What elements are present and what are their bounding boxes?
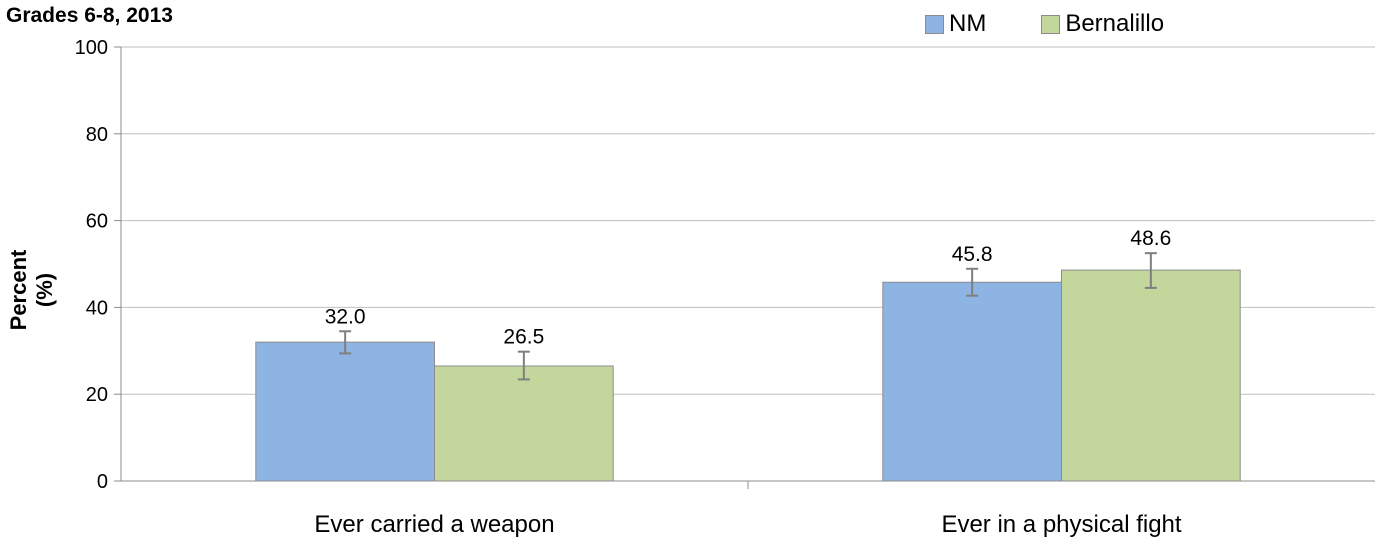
- x-category-label: Ever in a physical fight: [941, 511, 1181, 538]
- legend-swatch-nm: [925, 14, 944, 34]
- legend-item-nm: NM: [925, 10, 986, 38]
- legend-label-nm: NM: [949, 10, 987, 37]
- y-tick-label: 100: [75, 37, 108, 59]
- y-tick-label: 0: [97, 471, 108, 493]
- x-category-label: Ever carried a weapon: [314, 511, 554, 538]
- legend-item-bernalillo: Bernalillo: [1041, 10, 1164, 38]
- chart-title: Grades 6-8, 2013: [6, 4, 173, 27]
- bar-bernalillo-1: [1061, 269, 1241, 482]
- data-label: 48.6: [1130, 227, 1171, 250]
- bar-bernalillo-0: [434, 365, 614, 482]
- data-label: 32.0: [325, 305, 366, 328]
- legend-swatch-bernalillo: [1041, 14, 1061, 34]
- legend-label-bernalillo: Bernalillo: [1065, 10, 1165, 37]
- bar-nm-0: [255, 341, 435, 482]
- y-tick-label: 20: [86, 384, 108, 406]
- data-label: 45.8: [952, 243, 993, 266]
- y-tick-label: 80: [86, 124, 108, 146]
- y-tick-label: 40: [86, 297, 108, 319]
- data-label: 26.5: [503, 326, 544, 349]
- bar-nm-1: [882, 281, 1062, 482]
- legend: NM Bernalillo: [925, 10, 1219, 38]
- y-tick-label: 60: [86, 211, 108, 233]
